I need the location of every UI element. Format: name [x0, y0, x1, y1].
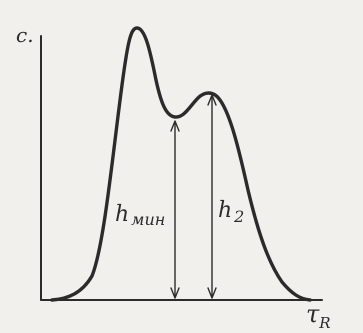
h-min-label-sub: мин	[131, 210, 165, 229]
h-min-label-main: h	[115, 202, 129, 227]
h-min-label: h мин	[115, 202, 165, 229]
h-min-arrow-head-top	[170, 120, 180, 132]
h-min-arrow-head-bottom	[170, 287, 180, 299]
elution-curve	[50, 26, 312, 302]
x-axis-label-sub: R	[318, 314, 330, 332]
h2-label-sub: 2	[233, 207, 244, 226]
x-axis-label-main: τ	[306, 300, 320, 328]
h2-arrow-head-bottom	[207, 287, 217, 299]
h2-arrow-head-top	[207, 94, 217, 106]
y-axis-label: c.	[16, 23, 34, 47]
h2-label-main: h	[218, 198, 232, 223]
x-axis-label: τR	[306, 300, 331, 332]
